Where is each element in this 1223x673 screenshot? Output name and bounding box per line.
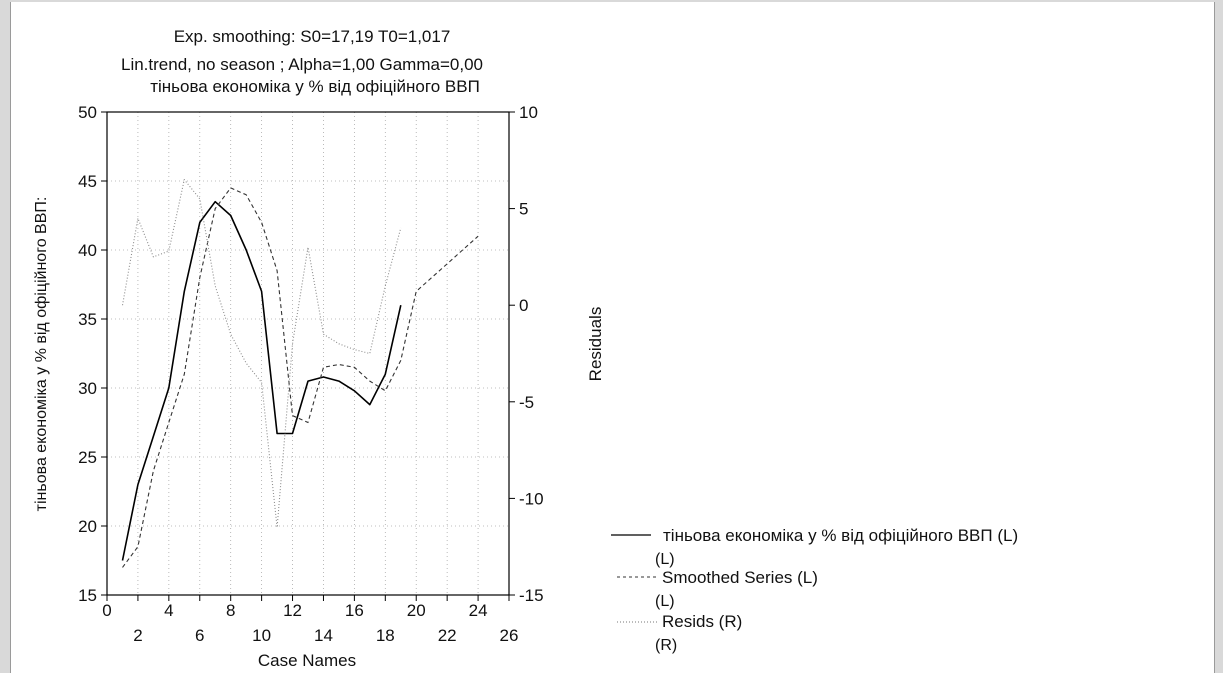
chart-window: Exp. smoothing: S0=17,19 T0=1,017 Lin.tr…	[10, 2, 1215, 673]
axis-ticks: 15 20 25 30 35 40 45 50 -15 -10 -5 0 5 10 0 4 8 12 16 20 24 2…	[78, 103, 544, 645]
x-tick-label: 8	[226, 601, 235, 620]
x-tick-label: 10	[252, 626, 271, 645]
legend-label-3: Resids (R)	[662, 612, 742, 631]
x-tick-label: 22	[438, 626, 457, 645]
legend-label-1: тіньова економіка у % від офіційного ВВП…	[663, 526, 1018, 545]
x-tick-label: 12	[283, 601, 302, 620]
x-tick-label: 18	[376, 626, 395, 645]
legend-label-2: Smoothed Series (L)	[662, 568, 818, 587]
series-line-shadow-economy	[121, 200, 402, 561]
x-tick-label: 4	[164, 601, 173, 620]
y-left-tick-label: 50	[78, 103, 97, 122]
y-left-tick-label: 45	[78, 172, 97, 191]
y-right-tick-label: 10	[519, 103, 538, 122]
y-left-tick-label: 25	[78, 448, 97, 467]
legend: тіньова економіка у % від офіційного ВВП…	[611, 526, 1018, 654]
chart-title-line-2: Lin.trend, no season ; Alpha=1,00 Gamma=…	[121, 55, 483, 74]
plot-area-frame	[106, 111, 510, 596]
y-left-tick-label: 40	[78, 241, 97, 260]
chart-title-line-1: Exp. smoothing: S0=17,19 T0=1,017	[174, 27, 451, 46]
chart-title-line-3: тіньова економіка у % від офіційного ВВП	[150, 77, 480, 96]
chart-svg: Exp. smoothing: S0=17,19 T0=1,017 Lin.tr…	[33, 27, 1018, 670]
x-tick-label: 2	[133, 626, 142, 645]
x-tick-label: 26	[500, 626, 519, 645]
x-tick-label: 14	[314, 626, 333, 645]
grid-lines	[107, 112, 509, 595]
x-tick-label: 6	[195, 626, 204, 645]
y-axis-label-right: Residuals	[586, 307, 605, 382]
legend-suffix-3: (R)	[655, 637, 677, 654]
x-axis-label: Case Names	[258, 651, 356, 670]
y-left-tick-label: 15	[78, 586, 97, 605]
x-tick-label: 20	[407, 601, 426, 620]
y-right-tick-label: 5	[519, 200, 528, 219]
series-line-residuals	[121, 179, 402, 528]
x-tick-label: 24	[469, 601, 488, 620]
x-tick-label: 0	[102, 601, 111, 620]
y-left-tick-label: 30	[78, 379, 97, 398]
y-right-tick-label: -5	[519, 393, 534, 412]
legend-suffix-1: (L)	[655, 551, 675, 568]
series-layer	[121, 179, 479, 568]
series-line-smoothed	[122, 187, 479, 568]
y-axis-label-left: тіньова економіка у % від офіційного ВВП…	[33, 197, 50, 512]
y-right-tick-label: -10	[519, 489, 544, 508]
y-right-tick-label: 0	[519, 296, 528, 315]
y-right-tick-label: -15	[519, 586, 544, 605]
y-left-tick-label: 35	[78, 310, 97, 329]
x-tick-label: 16	[345, 601, 364, 620]
legend-suffix-2: (L)	[655, 593, 675, 610]
y-left-tick-label: 20	[78, 517, 97, 536]
